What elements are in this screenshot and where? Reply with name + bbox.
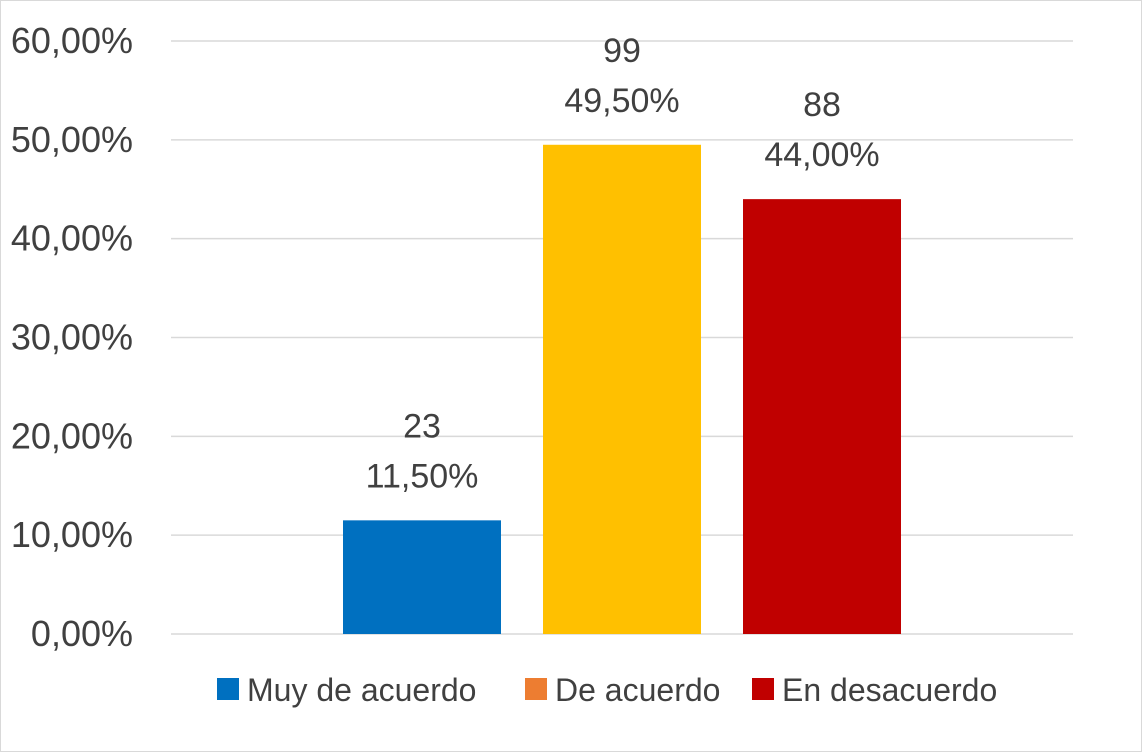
y-tick-label: 20,00% xyxy=(11,415,133,456)
data-label-percent: 11,50% xyxy=(366,457,479,495)
y-tick-label: 30,00% xyxy=(11,317,133,358)
y-tick-label: 10,00% xyxy=(11,514,133,555)
legend-label: De acuerdo xyxy=(555,672,720,708)
data-label-count: 99 xyxy=(603,32,641,70)
bars xyxy=(343,144,901,634)
legend-label: Muy de acuerdo xyxy=(247,672,476,708)
legend-swatch xyxy=(752,678,774,700)
y-tick-label: 0,00% xyxy=(31,613,133,654)
data-label-percent: 44,00% xyxy=(764,136,879,174)
bar xyxy=(543,144,701,634)
y-tick-label: 40,00% xyxy=(11,218,133,259)
data-labels: 23 11,50% 99 49,50% 88 44,00% xyxy=(366,32,880,496)
legend-swatch xyxy=(217,678,239,700)
y-tick-label: 60,00% xyxy=(11,20,133,61)
bar xyxy=(743,199,901,634)
data-label-count: 88 xyxy=(803,86,841,124)
data-label-count: 23 xyxy=(403,407,441,445)
y-axis-tick-labels: 0,00% 10,00% 20,00% 30,00% 40,00% 50,00% 60,00… xyxy=(11,20,133,654)
legend-swatch xyxy=(525,678,547,700)
legend-label: En desacuerdo xyxy=(782,672,997,708)
data-label-percent: 49,50% xyxy=(564,82,679,120)
legend: Muy de acuerdo De acuerdo En desacuerdo xyxy=(217,672,997,708)
bar xyxy=(343,520,501,634)
y-tick-label: 50,00% xyxy=(11,119,133,160)
